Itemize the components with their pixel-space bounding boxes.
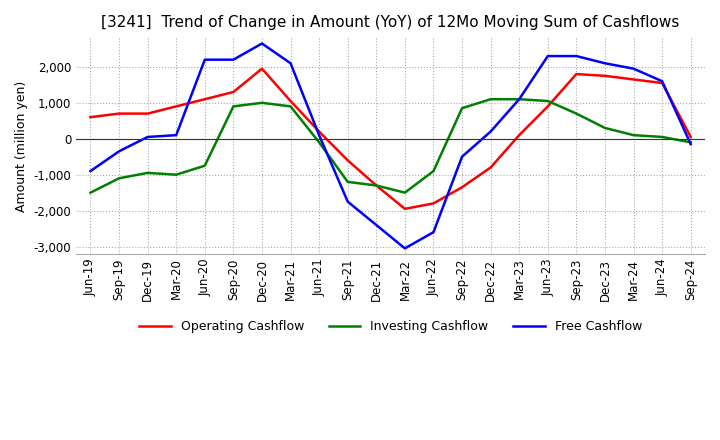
Free Cashflow: [429, 230, 438, 235]
Investing Cashflow: [600, 125, 609, 131]
Operating Cashflow: [172, 104, 181, 109]
Investing Cashflow: [143, 170, 152, 176]
Free Cashflow: [572, 53, 581, 59]
Operating Cashflow: [429, 201, 438, 206]
Investing Cashflow: [229, 104, 238, 109]
Free Cashflow: [515, 96, 523, 102]
Line: Free Cashflow: Free Cashflow: [91, 44, 690, 248]
Operating Cashflow: [343, 158, 352, 163]
Free Cashflow: [458, 154, 467, 159]
Operating Cashflow: [143, 111, 152, 116]
Free Cashflow: [172, 132, 181, 138]
Investing Cashflow: [343, 179, 352, 184]
Free Cashflow: [686, 142, 695, 147]
Free Cashflow: [343, 199, 352, 204]
Operating Cashflow: [658, 81, 667, 86]
Operating Cashflow: [229, 89, 238, 95]
Operating Cashflow: [515, 132, 523, 138]
Investing Cashflow: [400, 190, 409, 195]
Investing Cashflow: [658, 134, 667, 139]
Line: Investing Cashflow: Investing Cashflow: [91, 99, 690, 193]
Free Cashflow: [600, 61, 609, 66]
Investing Cashflow: [372, 183, 381, 188]
Investing Cashflow: [172, 172, 181, 177]
Operating Cashflow: [315, 129, 323, 134]
Free Cashflow: [86, 169, 95, 174]
Free Cashflow: [544, 53, 552, 59]
Title: [3241]  Trend of Change in Amount (YoY) of 12Mo Moving Sum of Cashflows: [3241] Trend of Change in Amount (YoY) o…: [102, 15, 680, 30]
Free Cashflow: [658, 79, 667, 84]
Operating Cashflow: [600, 73, 609, 78]
Line: Operating Cashflow: Operating Cashflow: [91, 69, 690, 209]
Operating Cashflow: [400, 206, 409, 212]
Investing Cashflow: [515, 96, 523, 102]
Investing Cashflow: [572, 111, 581, 116]
Investing Cashflow: [544, 99, 552, 104]
Y-axis label: Amount (million yen): Amount (million yen): [15, 81, 28, 212]
Operating Cashflow: [572, 71, 581, 77]
Operating Cashflow: [86, 114, 95, 120]
Investing Cashflow: [429, 169, 438, 174]
Free Cashflow: [114, 149, 123, 154]
Operating Cashflow: [629, 77, 638, 82]
Free Cashflow: [143, 134, 152, 139]
Investing Cashflow: [686, 139, 695, 145]
Investing Cashflow: [200, 163, 209, 169]
Legend: Operating Cashflow, Investing Cashflow, Free Cashflow: Operating Cashflow, Investing Cashflow, …: [134, 315, 647, 338]
Operating Cashflow: [686, 134, 695, 139]
Operating Cashflow: [458, 185, 467, 190]
Investing Cashflow: [315, 139, 323, 145]
Free Cashflow: [200, 57, 209, 62]
Operating Cashflow: [200, 96, 209, 102]
Free Cashflow: [400, 246, 409, 251]
Investing Cashflow: [458, 106, 467, 111]
Operating Cashflow: [114, 111, 123, 116]
Free Cashflow: [372, 222, 381, 227]
Free Cashflow: [229, 57, 238, 62]
Investing Cashflow: [486, 96, 495, 102]
Operating Cashflow: [258, 66, 266, 71]
Free Cashflow: [287, 61, 295, 66]
Free Cashflow: [315, 132, 323, 138]
Investing Cashflow: [629, 132, 638, 138]
Free Cashflow: [629, 66, 638, 71]
Free Cashflow: [258, 41, 266, 46]
Free Cashflow: [486, 129, 495, 134]
Operating Cashflow: [544, 104, 552, 109]
Operating Cashflow: [486, 165, 495, 170]
Operating Cashflow: [287, 99, 295, 104]
Operating Cashflow: [372, 183, 381, 188]
Investing Cashflow: [287, 104, 295, 109]
Investing Cashflow: [114, 176, 123, 181]
Investing Cashflow: [86, 190, 95, 195]
Investing Cashflow: [258, 100, 266, 106]
